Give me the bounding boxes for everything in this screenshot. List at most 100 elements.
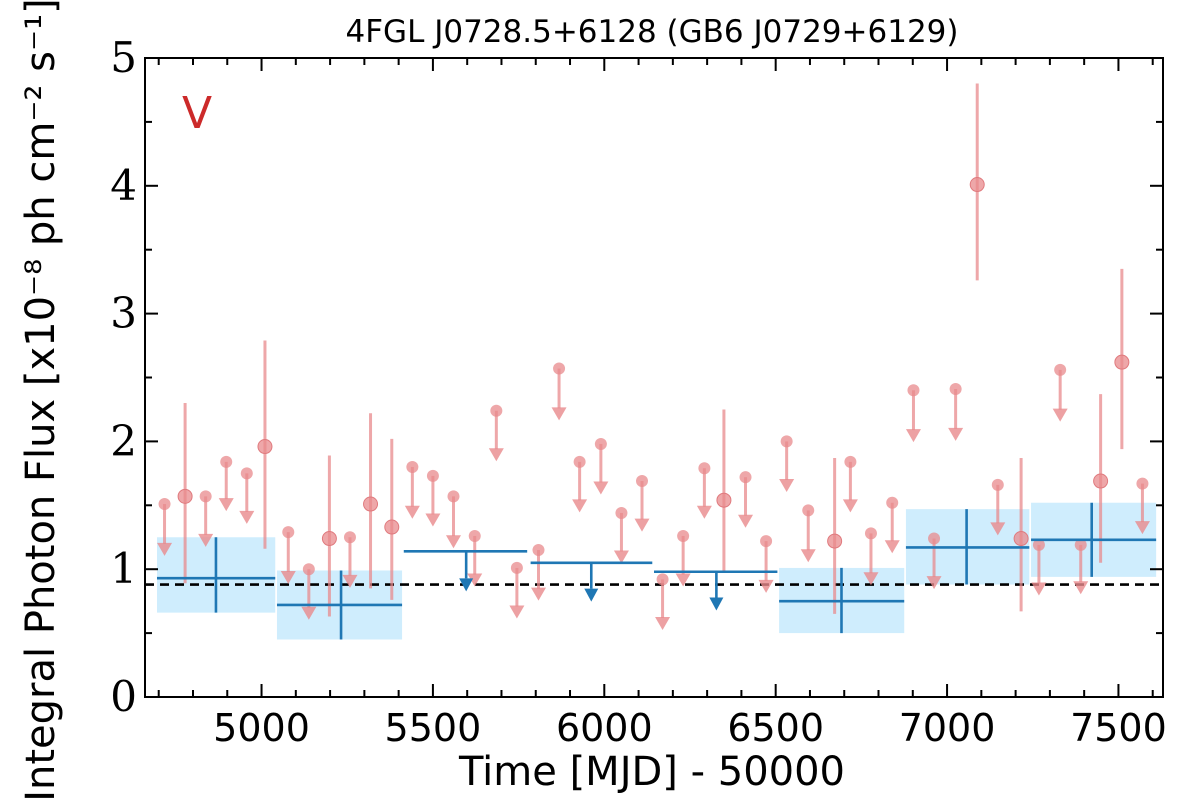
- monthly-upper-limit-arrow: [551, 407, 567, 421]
- monthly-upper-limit-point: [220, 455, 233, 468]
- x-tick-label: 6000: [556, 706, 653, 750]
- monthly-upper-limit-arrow: [613, 550, 629, 564]
- monthly-point: [384, 519, 400, 535]
- monthly-point: [969, 177, 985, 193]
- monthly-upper-limit-arrow: [779, 478, 795, 492]
- monthly-upper-limit-point: [282, 526, 295, 539]
- monthly-upper-limit-point: [1136, 477, 1149, 490]
- monthly-point: [1114, 354, 1130, 370]
- tick-labels: 5000 5500 6000 6500 7000 7500 0 1 2 3 4 5: [110, 33, 1167, 750]
- x-tick-label: 7500: [1070, 706, 1167, 750]
- chart-title: 4FGL J0728.5+6128 (GB6 J0729+6129): [346, 14, 959, 50]
- monthly-upper-limit-arrow: [634, 518, 650, 532]
- monthly-upper-limit-point: [636, 475, 649, 488]
- monthly-upper-limit-arrow: [488, 448, 504, 462]
- y-tick-label: 3: [110, 289, 137, 338]
- y-tick-label: 4: [110, 161, 137, 210]
- yearly-upper-limit-arrow: [584, 588, 599, 602]
- monthly-upper-limit-arrow: [842, 499, 858, 513]
- monthly-upper-limit-point: [656, 573, 669, 586]
- y-tick-label: 5: [110, 33, 137, 82]
- monthly-upper-limit-point: [615, 506, 628, 519]
- monthly-upper-limit-point: [886, 496, 899, 509]
- monthly-upper-limit-arrow: [948, 427, 964, 441]
- x-tick-label: 7000: [899, 706, 996, 750]
- monthly-upper-limit-point: [240, 467, 253, 480]
- monthly-upper-limit-arrow: [218, 498, 234, 512]
- axes: [144, 57, 1164, 698]
- monthly-upper-limit-point: [447, 490, 460, 503]
- monthly-upper-limit-arrow: [758, 579, 774, 593]
- x-tick-label: 5500: [385, 706, 482, 750]
- monthly-point: [177, 488, 193, 504]
- monthly-upper-limit-point: [802, 504, 815, 517]
- monthly-upper-limit-point: [573, 455, 586, 468]
- monthly-upper-limit-point: [928, 532, 941, 545]
- yearly-points: [156, 502, 1157, 640]
- y-tick-label: 1: [110, 544, 137, 593]
- monthly-upper-limit-arrow: [425, 513, 441, 527]
- x-tick-label: 5000: [213, 706, 310, 750]
- monthly-upper-limit-arrow: [884, 540, 900, 554]
- monthly-upper-limit-point: [907, 384, 920, 397]
- monthly-upper-limit-arrow: [467, 573, 483, 587]
- monthly-upper-limit-arrow: [1073, 581, 1089, 595]
- monthly-upper-limit-arrow: [738, 514, 754, 528]
- monthly-upper-limit-point: [553, 362, 566, 375]
- monthly-upper-limit-arrow: [198, 533, 214, 547]
- monthly-upper-limit-arrow: [342, 574, 358, 588]
- monthly-point: [363, 496, 379, 512]
- panel-label: V: [182, 88, 212, 139]
- monthly-upper-limit-point: [991, 478, 1004, 491]
- monthly-point: [716, 492, 732, 508]
- monthly-upper-limit-arrow: [1052, 408, 1068, 422]
- monthly-point: [257, 439, 273, 455]
- y-axis-label: Integral Photon Flux [x10⁻⁸ ph cm⁻² s⁻¹]: [18, 0, 64, 800]
- monthly-upper-limit-arrow: [593, 481, 609, 495]
- monthly-upper-limit-point: [1054, 363, 1067, 376]
- monthly-upper-limit-arrow: [926, 576, 942, 590]
- monthly-upper-limit-point: [343, 531, 356, 544]
- monthly-upper-limit-arrow: [530, 587, 546, 601]
- monthly-upper-limit-point: [468, 529, 481, 542]
- monthly-upper-limit-arrow: [1031, 582, 1047, 596]
- monthly-upper-limit-arrow: [239, 510, 255, 524]
- y-tick-label: 2: [110, 416, 137, 465]
- monthly-upper-limit-point: [302, 563, 315, 576]
- monthly-point: [321, 531, 337, 547]
- monthly-upper-limit-arrow: [301, 606, 317, 620]
- monthly-upper-limit-point: [426, 469, 439, 482]
- monthly-upper-limit-point: [698, 462, 711, 475]
- monthly-upper-limit-arrow: [800, 549, 816, 563]
- monthly-upper-limit-point: [532, 544, 545, 557]
- monthly-upper-limit-arrow: [509, 605, 525, 619]
- monthly-upper-limit-point: [1032, 538, 1045, 551]
- monthly-upper-limit-arrow: [404, 505, 420, 519]
- monthly-upper-limit-arrow: [905, 429, 921, 443]
- monthly-points: [157, 83, 1150, 630]
- monthly-point: [827, 533, 843, 549]
- monthly-upper-limit-point: [864, 527, 877, 540]
- monthly-upper-limit-point: [760, 535, 773, 548]
- monthly-upper-limit-arrow: [696, 505, 712, 519]
- monthly-upper-limit-point: [158, 498, 171, 511]
- monthly-upper-limit-arrow: [157, 542, 173, 556]
- monthly-upper-limit-point: [739, 471, 752, 484]
- monthly-upper-limit-arrow: [990, 522, 1006, 536]
- monthly-upper-limit-arrow: [675, 573, 691, 587]
- yearly-upper-limit-arrow: [709, 597, 724, 611]
- y-tick-label: 0: [110, 672, 137, 721]
- monthly-upper-limit-arrow: [445, 535, 461, 549]
- monthly-upper-limit-arrow: [655, 616, 671, 630]
- monthly-upper-limit-point: [677, 529, 690, 542]
- monthly-upper-limit-arrow: [280, 570, 296, 584]
- monthly-upper-limit-arrow: [572, 499, 588, 513]
- x-axis-label: Time [MJD] - 50000: [458, 749, 845, 795]
- monthly-upper-limit-point: [490, 404, 503, 417]
- monthly-point: [1093, 473, 1109, 489]
- monthly-upper-limit-point: [844, 455, 857, 468]
- monthly-upper-limit-point: [199, 490, 212, 503]
- monthly-upper-limit-point: [780, 435, 793, 448]
- monthly-point: [1013, 531, 1029, 547]
